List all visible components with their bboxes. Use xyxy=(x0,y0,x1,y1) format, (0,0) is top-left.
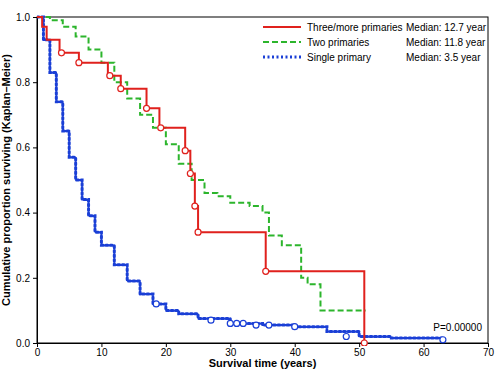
y-axis: 0.0 0.2 0.4 0.6 0.8 1.0 xyxy=(16,12,37,349)
plot-area xyxy=(37,17,446,346)
x-axis: 0 10 20 30 40 50 60 70 xyxy=(35,343,495,358)
censored-marker xyxy=(440,337,446,343)
y-tick: 0.6 xyxy=(16,142,37,153)
legend-median: Median: 12.7 year xyxy=(406,22,487,33)
censored-marker xyxy=(292,324,298,330)
y-tick-label: 0.4 xyxy=(16,207,30,218)
legend-label: Single primary xyxy=(307,52,371,63)
survival-curve xyxy=(37,17,443,340)
y-tick: 0.0 xyxy=(16,338,37,349)
legend-swatch xyxy=(263,56,301,59)
censored-marker xyxy=(58,50,64,56)
x-tick: 70 xyxy=(483,343,495,358)
censored-marker xyxy=(153,301,159,307)
censored-marker xyxy=(253,322,259,328)
x-tick-label: 20 xyxy=(161,347,173,358)
censored-marker xyxy=(227,320,233,326)
legend-swatch xyxy=(263,26,301,28)
y-tick: 0.8 xyxy=(16,77,37,88)
y-tick-label: 0.2 xyxy=(16,273,30,284)
censored-marker xyxy=(76,60,82,66)
y-axis-line xyxy=(33,18,38,344)
censored-marker xyxy=(107,73,113,79)
y-tick-mark xyxy=(33,278,37,279)
y-tick-mark xyxy=(33,17,37,18)
y-tick-mark xyxy=(33,343,37,344)
censored-marker xyxy=(234,320,240,326)
legend-median: Median: 3.5 year xyxy=(406,52,481,63)
x-tick-label: 50 xyxy=(354,347,366,358)
y-tick-mark xyxy=(33,147,37,148)
censored-marker xyxy=(343,333,349,339)
censored-marker xyxy=(240,320,246,326)
censored-marker xyxy=(263,268,269,274)
p-value: P=0.00000 xyxy=(433,322,482,333)
legend-median: Median: 11.8 year xyxy=(406,37,486,48)
x-tick-label: 10 xyxy=(96,347,108,358)
censored-marker xyxy=(192,203,198,209)
censored-marker xyxy=(195,229,201,235)
y-tick-label: 0.8 xyxy=(16,77,30,88)
y-tick: 0.4 xyxy=(16,207,37,218)
censored-marker xyxy=(266,322,272,328)
y-tick: 1.0 xyxy=(16,12,37,23)
x-tick-label: 60 xyxy=(419,347,431,358)
y-tick-label: 0.0 xyxy=(16,338,30,349)
y-tick-mark xyxy=(33,82,37,83)
x-tick: 10 xyxy=(96,343,108,358)
survival-curve xyxy=(37,17,364,343)
x-axis-title: Survival time (years) xyxy=(209,357,317,369)
censored-marker xyxy=(118,86,124,92)
censored-marker xyxy=(187,170,193,176)
x-tick: 0 xyxy=(35,343,41,358)
x-tick: 40 xyxy=(290,343,302,358)
y-tick-label: 0.6 xyxy=(16,142,30,153)
censored-marker xyxy=(144,105,150,111)
plot-frame xyxy=(37,17,488,343)
legend-swatch xyxy=(263,41,301,43)
y-axis-title: Cumulative proportion surviving (Kaplan–… xyxy=(0,54,12,306)
y-tick: 0.2 xyxy=(16,273,37,284)
x-tick-label: 70 xyxy=(483,347,495,358)
censored-marker xyxy=(158,125,164,131)
y-tick-label: 1.0 xyxy=(16,12,30,23)
x-tick: 30 xyxy=(225,343,237,358)
censored-marker xyxy=(182,148,188,154)
x-tick: 60 xyxy=(419,343,431,358)
x-tick-label: 0 xyxy=(35,347,41,358)
y-tick-mark xyxy=(33,213,37,214)
censored-marker xyxy=(361,340,367,346)
legend-label: Two primaries xyxy=(307,37,369,48)
legend: Three/more primariesMedian: 12.7 year Two… xyxy=(263,22,487,63)
censored-marker xyxy=(208,317,214,323)
legend-label: Three/more primaries xyxy=(307,22,403,33)
x-tick: 20 xyxy=(161,343,173,358)
